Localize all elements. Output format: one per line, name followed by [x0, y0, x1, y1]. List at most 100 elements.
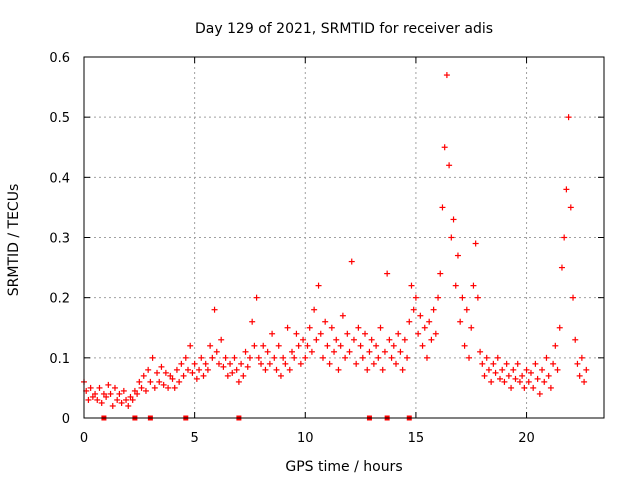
data-point: [89, 393, 96, 400]
data-point: [348, 258, 355, 265]
data-point: [428, 336, 435, 343]
data-point: [331, 348, 338, 355]
data-point: [85, 396, 92, 403]
data-point: [344, 330, 351, 337]
data-point: [373, 342, 380, 349]
data-point: [289, 348, 295, 355]
data-point: [417, 312, 424, 319]
data-point: [335, 366, 342, 373]
data-point: [541, 378, 548, 385]
data-point: [437, 270, 444, 277]
data-point: [142, 387, 149, 394]
data-point: [430, 306, 437, 313]
data-point: [235, 378, 242, 385]
data-point: [147, 378, 154, 385]
data-point: [346, 348, 353, 355]
chart-title: Day 129 of 2021, SRMTID for receiver adi…: [195, 21, 493, 37]
data-point: [435, 294, 442, 301]
data-point: [472, 240, 479, 247]
data-point: [255, 354, 262, 361]
data-point: [264, 348, 271, 355]
data-point: [443, 72, 450, 79]
data-point: [171, 384, 178, 391]
data-point: [98, 399, 105, 406]
data-point: [563, 186, 570, 193]
data-point: [550, 360, 557, 367]
data-point: [187, 342, 194, 349]
data-point: [578, 354, 585, 361]
data-point: [273, 366, 280, 373]
data-point: [379, 366, 386, 373]
data-point: [211, 306, 218, 313]
data-point: [222, 354, 229, 361]
data-point: [118, 399, 125, 406]
data-point: [165, 384, 172, 391]
data-point: [233, 366, 240, 373]
data-point: [209, 354, 216, 361]
data-point: [253, 294, 260, 301]
y-tick-label: 0: [62, 412, 70, 427]
data-point: [565, 114, 572, 121]
plot-area-border: [83, 56, 605, 419]
data-point: [384, 270, 391, 277]
data-point: [423, 354, 430, 361]
data-point: [574, 360, 581, 367]
data-point: [138, 384, 145, 391]
data-point: [134, 390, 141, 397]
data-point: [220, 363, 227, 370]
data-point: [180, 372, 187, 379]
data-point: [308, 348, 315, 355]
data-point: [395, 330, 402, 337]
data-point: [459, 294, 466, 301]
x-tick-label: 5: [190, 431, 198, 446]
data-point: [319, 354, 326, 361]
x-tick-label: 15: [408, 431, 425, 446]
data-point: [302, 354, 309, 361]
data-point: [558, 264, 565, 271]
data-point: [388, 354, 395, 361]
y-tick-label: 0.3: [49, 232, 70, 247]
data-point: [386, 336, 393, 343]
data-point: [441, 144, 448, 151]
data-point: [494, 354, 501, 361]
data-point: [556, 324, 563, 331]
data-point: [355, 324, 362, 331]
data-point: [322, 318, 329, 325]
data-point: [512, 375, 519, 382]
data-point: [269, 330, 276, 337]
data-point: [342, 354, 349, 361]
data-point: [497, 375, 503, 382]
data-point: [552, 342, 559, 349]
data-point: [488, 378, 495, 385]
data-point: [337, 342, 344, 349]
data-point: [114, 396, 121, 403]
data-point: [570, 294, 577, 301]
data-point: [375, 354, 382, 361]
data-point: [218, 336, 225, 343]
data-point: [123, 396, 130, 403]
data-point: [87, 384, 94, 391]
data-point: [94, 396, 101, 403]
data-point: [366, 348, 373, 355]
data-point: [204, 366, 211, 373]
data-point: [198, 354, 205, 361]
data-point: [173, 366, 180, 373]
data-point: [359, 354, 366, 361]
x-tick-label: 20: [518, 431, 535, 446]
data-point: [189, 369, 196, 376]
data-point: [158, 363, 165, 370]
data-point: [581, 378, 588, 385]
data-point: [408, 282, 415, 289]
data-point: [530, 384, 537, 391]
data-point: [185, 366, 191, 373]
data-point: [501, 378, 508, 385]
data-point: [483, 354, 490, 361]
data-point: [154, 369, 161, 376]
data-point: [457, 318, 464, 325]
data-point: [103, 393, 110, 400]
data-point: [249, 318, 256, 325]
data-point: [297, 360, 304, 367]
data-point: [401, 336, 408, 343]
data-point: [291, 354, 298, 361]
